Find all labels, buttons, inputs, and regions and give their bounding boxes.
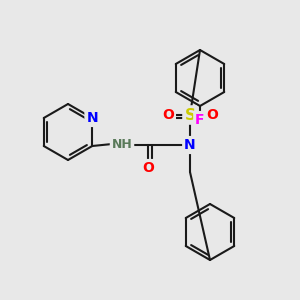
Text: O: O (206, 108, 218, 122)
Text: NH: NH (112, 139, 132, 152)
Text: S: S (184, 107, 196, 122)
Text: O: O (162, 108, 174, 122)
Text: N: N (184, 138, 196, 152)
Text: F: F (195, 113, 205, 127)
Text: O: O (142, 161, 154, 175)
Text: N: N (86, 111, 98, 125)
